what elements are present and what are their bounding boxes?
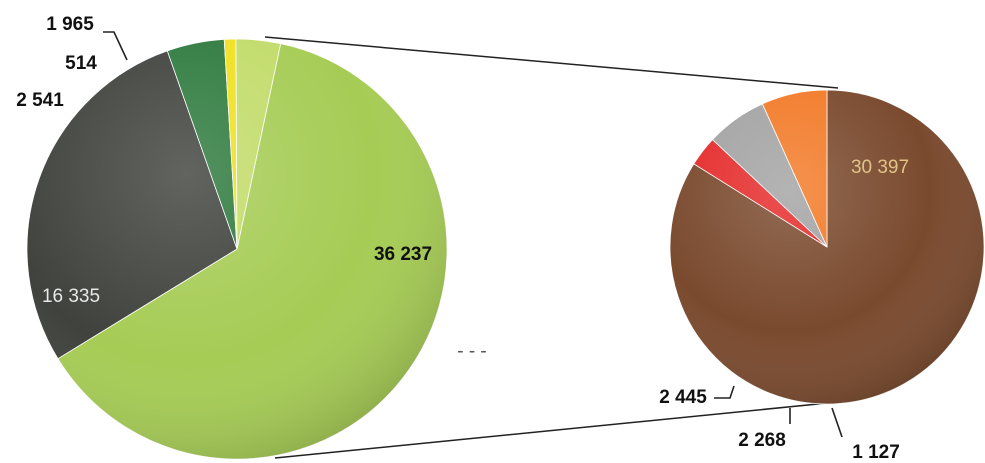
main-pie — [26, 38, 448, 460]
leader-line-1127 — [831, 407, 843, 438]
secondary-pie — [669, 89, 985, 405]
pie-shading — [27, 39, 447, 459]
ellipsis-mark: - - - — [457, 341, 487, 362]
label-30397: 30 397 — [851, 157, 909, 178]
label-514: 514 — [65, 53, 97, 74]
pie-shading — [670, 90, 984, 404]
label-16335: 16 335 — [42, 286, 100, 307]
label-1127: 1 127 — [852, 442, 900, 463]
connector-line-top — [264, 36, 839, 89]
label-2268: 2 268 — [738, 430, 786, 451]
leader-line-2445 — [714, 385, 735, 399]
label-2445: 2 445 — [659, 387, 707, 408]
label-1965: 1 965 — [46, 14, 94, 35]
label-2541: 2 541 — [16, 90, 64, 111]
label-36237: 36 237 — [374, 244, 432, 265]
connector-line-bottom — [274, 401, 839, 459]
leader-line-1965 — [103, 31, 128, 61]
